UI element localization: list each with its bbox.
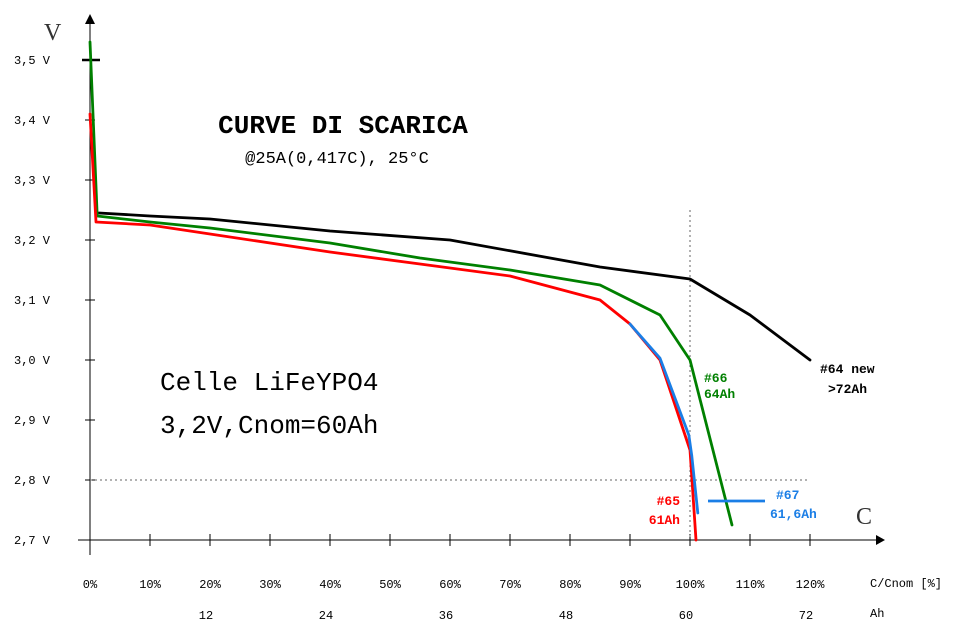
x2-tick-label: 36: [439, 609, 453, 623]
x-tick-label: 0%: [83, 578, 98, 592]
x-tick-label: 60%: [439, 578, 461, 592]
series-line-64new: [97, 211, 812, 362]
labels: CURVE DI SCARICA @25A(0,417C), 25°C Cell…: [44, 20, 942, 621]
y-axis-label: V: [44, 20, 62, 46]
x-tick-label: 20%: [199, 578, 221, 592]
x2-tick-label: 48: [559, 609, 573, 623]
cell-spec-note: 3,2V,Cnom=60Ah: [160, 411, 378, 441]
x2-tick-label: 60: [679, 609, 693, 623]
series-label: #66: [704, 371, 728, 386]
y-tick-label: 2,7 V: [14, 534, 51, 548]
x-tick-label: 120%: [796, 578, 826, 592]
y-tick-label: 3,1 V: [14, 294, 51, 308]
x-tick-label: 70%: [499, 578, 521, 592]
x2-unit-label: Ah: [870, 607, 884, 621]
x-tick-label: 40%: [319, 578, 341, 592]
x-tick-label: 100%: [676, 578, 706, 592]
x-tick-label: 110%: [736, 578, 766, 592]
series-line-66: [88, 40, 734, 527]
x-tick-label: 30%: [259, 578, 281, 592]
y-tick-label: 3,0 V: [14, 354, 51, 368]
x-tick-label: 90%: [619, 578, 641, 592]
y-tick-label: 3,2 V: [14, 234, 51, 248]
x2-tick-label: 72: [799, 609, 813, 623]
y-tick-label: 3,3 V: [14, 174, 51, 188]
series-label: >72Ah: [828, 382, 867, 397]
series-label: #64 new: [820, 362, 875, 377]
series-label: #65: [657, 494, 681, 509]
series-label: 64Ah: [704, 387, 735, 402]
reference-lines: [90, 210, 810, 540]
series-label: 61,6Ah: [770, 507, 817, 522]
x2-tick-label: 12: [199, 609, 213, 623]
axes: 3,5 V 3,4 V 3,3 V 3,2 V 3,1 V 3,0 V 2,9 V 2,8 V…: [14, 14, 885, 623]
y-axis-arrow: [85, 14, 95, 24]
cell-type-note: Celle LiFeYPO4: [160, 368, 378, 398]
series-line-65: [88, 112, 698, 542]
series-line-67: [628, 322, 700, 515]
x-tick-label: 80%: [559, 578, 581, 592]
series-label: #67: [776, 488, 799, 503]
x-unit-label: C/Cnom [%]: [870, 577, 942, 591]
chart-subtitle: @25A(0,417C), 25°C: [245, 150, 429, 169]
y-tick-label: 2,9 V: [14, 414, 51, 428]
x-axis-label: C: [856, 504, 872, 530]
x-tick-label: 50%: [379, 578, 401, 592]
x-axis-arrow: [876, 535, 885, 545]
x-tick-label: 10%: [139, 578, 161, 592]
chart-title: CURVE DI SCARICA: [218, 111, 468, 141]
series-label: 61Ah: [649, 513, 680, 528]
y-tick-label: 2,8 V: [14, 474, 51, 488]
y-tick-label: 3,5 V: [14, 54, 51, 68]
x2-tick-label: 24: [319, 609, 333, 623]
y-tick-label: 3,4 V: [14, 114, 51, 128]
